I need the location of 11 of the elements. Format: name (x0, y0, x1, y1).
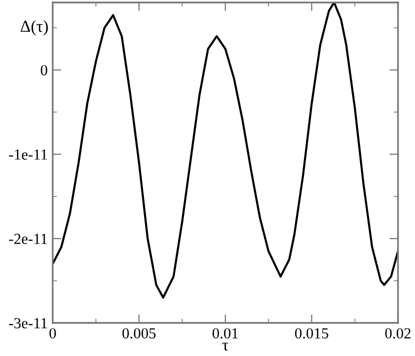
y-tick-label: -2e-11 (9, 234, 47, 244)
x-tick-label: 0.005 (122, 328, 156, 339)
y-tick-label: 0 (40, 65, 48, 76)
x-tick-label: 0 (49, 328, 56, 339)
y-tick-label: -1e-11 (9, 149, 47, 160)
x-tick-label: 0.02 (385, 328, 411, 339)
y-tick-label: -3e-11 (9, 318, 47, 328)
y-axis-title: Δ(τ) (20, 20, 48, 36)
x-tick-label: 0.01 (212, 328, 238, 339)
x-axis-title: τ (222, 342, 228, 351)
x-tick-label: 0.015 (295, 328, 328, 339)
